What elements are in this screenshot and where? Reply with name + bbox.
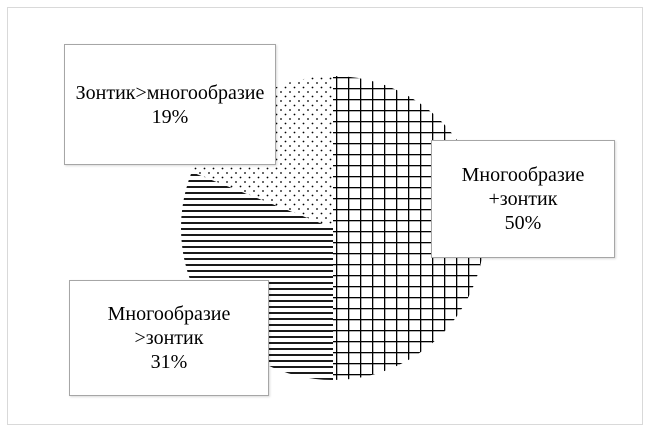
slice-label-0: Многообразие +зонтик 50%	[431, 140, 615, 258]
slice-label-2-percent: 19%	[151, 105, 189, 128]
slice-label-1-name: Многообразие >зонтик	[107, 303, 231, 349]
slice-label-0-name: Многообразие +зонтик	[461, 164, 585, 210]
slice-label-0-percent: 50%	[504, 212, 542, 234]
slice-label-2: Зонтик>многообразие 19%	[64, 44, 276, 165]
slice-label-1: Многообразие >зонтик 31%	[69, 280, 269, 396]
slice-label-1-percent: 31%	[150, 351, 188, 373]
slice-label-2-name: Зонтик>многообразие	[75, 81, 265, 104]
